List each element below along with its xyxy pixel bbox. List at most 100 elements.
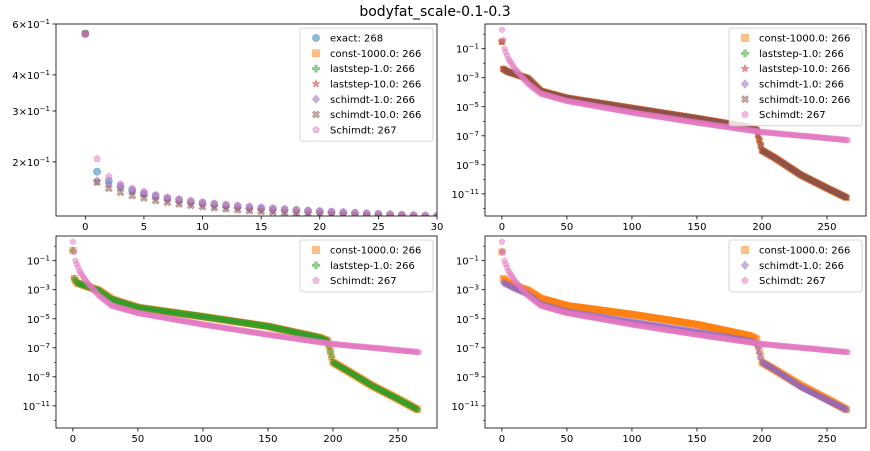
schimdt-point <box>844 348 852 356</box>
x-tick-label: 50 <box>561 434 574 445</box>
legend-marker <box>312 49 320 58</box>
Schimdt-point <box>269 203 277 212</box>
main-point <box>755 136 763 144</box>
x-tick-label: 20 <box>313 222 326 233</box>
x-tick-label: 5 <box>141 222 147 233</box>
schimdt-point <box>70 248 78 255</box>
legend-label: schimdt-1.0: 266 <box>759 261 844 272</box>
legend-box <box>728 27 863 127</box>
legend: const-1000.0: 266 laststep-1.0: 266 Schimd… <box>299 239 434 293</box>
legend-marker <box>312 94 320 104</box>
Schimdt-point <box>280 204 289 212</box>
exact-point <box>93 167 101 176</box>
x-tick-label: 10 <box>196 222 209 233</box>
x-tick-label: 50 <box>132 434 145 445</box>
chart-bottom-left: 0 50 100 150 200 250 10−1 10−3 10−5 10−7 10−9 10−11… <box>22 235 438 445</box>
data-points <box>497 26 852 202</box>
y-tick-label: 3×10−1 <box>12 105 50 118</box>
y-tick-label: 10−5 <box>27 313 50 326</box>
schimdt-point <box>415 348 423 356</box>
y-tick-label: 10−7 <box>456 342 479 355</box>
legend-marker <box>312 125 320 134</box>
Schimdt-point <box>327 207 336 215</box>
main-point <box>843 194 850 202</box>
legend-marker <box>312 64 320 73</box>
data-points <box>69 238 423 414</box>
x-tick-label: 150 <box>687 434 706 445</box>
x-tick-label: 0 <box>70 434 76 445</box>
y-tick-label: 10−3 <box>456 284 479 297</box>
schimdt-10.0-point <box>116 188 125 197</box>
legend-marker <box>740 63 750 73</box>
schimdt-10.0-point <box>151 196 160 205</box>
x-tick-label: 200 <box>323 434 342 445</box>
x-tick-label: 250 <box>388 434 407 445</box>
Schimdt-point <box>315 206 324 214</box>
legend-label: schimdt-10.0: 266 <box>330 110 421 121</box>
legend-marker <box>741 110 749 118</box>
main-point <box>414 406 421 413</box>
legend-label: const-1000.0: 266 <box>759 34 850 45</box>
Schimdt-point <box>398 210 406 216</box>
legend: const-1000.0: 266 laststep-1.0: 266 lastst… <box>728 27 863 127</box>
y-tick-label: 6×10−1 <box>12 18 50 31</box>
Schimdt-point <box>421 211 430 216</box>
legend-label: schimdt-10.0: 266 <box>759 95 850 106</box>
y-tick-label: 10−11 <box>22 400 50 413</box>
y-tick-label: 10−5 <box>456 101 479 114</box>
Schimdt-point <box>210 199 219 207</box>
schimdt-10.0-point <box>163 198 172 207</box>
legend-marker <box>741 246 749 254</box>
legend-label: laststep-1.0: 266 <box>759 49 844 60</box>
y-tick-label: 10−7 <box>456 130 479 143</box>
Schimdt-point <box>409 210 418 216</box>
axes-frame <box>55 23 438 217</box>
chart-bottom-right: 0 50 100 150 200 250 10−1 10−3 10−5 10−7 10−9 10−11… <box>451 235 867 445</box>
x-tick-label: 100 <box>622 222 641 233</box>
legend-label: const-1000.0: 266 <box>330 49 421 60</box>
Schimdt-point <box>386 209 394 216</box>
schimdt1-point <box>843 405 850 414</box>
y-tick-label: 10−3 <box>456 72 479 85</box>
legend-marker <box>741 34 749 42</box>
Schimdt-point <box>163 193 172 201</box>
main-point <box>757 141 765 149</box>
Schimdt-point <box>292 205 301 213</box>
legend-marker <box>741 276 749 284</box>
Schimdt-point <box>374 209 383 216</box>
y-tick-label: 10−11 <box>451 400 479 413</box>
x-tick-label: 0 <box>499 434 505 445</box>
x-tick-label: 50 <box>561 222 574 233</box>
y-tick-label: 10−5 <box>456 313 479 326</box>
y-tick-label: 10−1 <box>456 255 479 268</box>
Schimdt-point <box>198 197 207 206</box>
Schimdt-point <box>116 179 125 188</box>
legend: exact: 268 const-1000.0: 266 laststep-1.0:… <box>299 27 434 142</box>
Schimdt-point <box>351 208 359 216</box>
Schimdt-point <box>362 208 371 216</box>
Schimdt-point <box>222 200 230 208</box>
x-tick-label: 150 <box>687 222 706 233</box>
x-tick-label: 0 <box>499 222 505 233</box>
y-tick-label: 2×10−1 <box>12 156 50 169</box>
legend-marker <box>312 276 320 284</box>
legend-box <box>299 27 434 142</box>
chart-top-left: 0 5 10 15 20 25 30 2×10−1 3×10−1 4×10−1 6×10−1 exac… <box>12 18 443 233</box>
legend-label: Schimdt: 267 <box>759 276 826 287</box>
legend-label: const-1000.0: 266 <box>759 246 850 257</box>
y-tick-label: 10−9 <box>456 371 479 384</box>
legend-label: const-1000.0: 266 <box>330 246 421 257</box>
x-tick-label: 250 <box>817 434 836 445</box>
Schimdt-point <box>233 201 242 209</box>
y-tick-label: 10−9 <box>456 159 479 172</box>
Schimdt-point <box>104 172 113 180</box>
Schimdt-point <box>257 203 265 211</box>
legend-marker <box>741 49 749 58</box>
x-tick-label: 100 <box>622 434 641 445</box>
Schimdt-point <box>175 194 183 203</box>
y-tick-label: 10−11 <box>451 188 479 201</box>
legend-label: exact: 268 <box>330 34 383 45</box>
legend-label: Schimdt: 267 <box>759 110 826 121</box>
Schimdt-point <box>128 184 136 192</box>
